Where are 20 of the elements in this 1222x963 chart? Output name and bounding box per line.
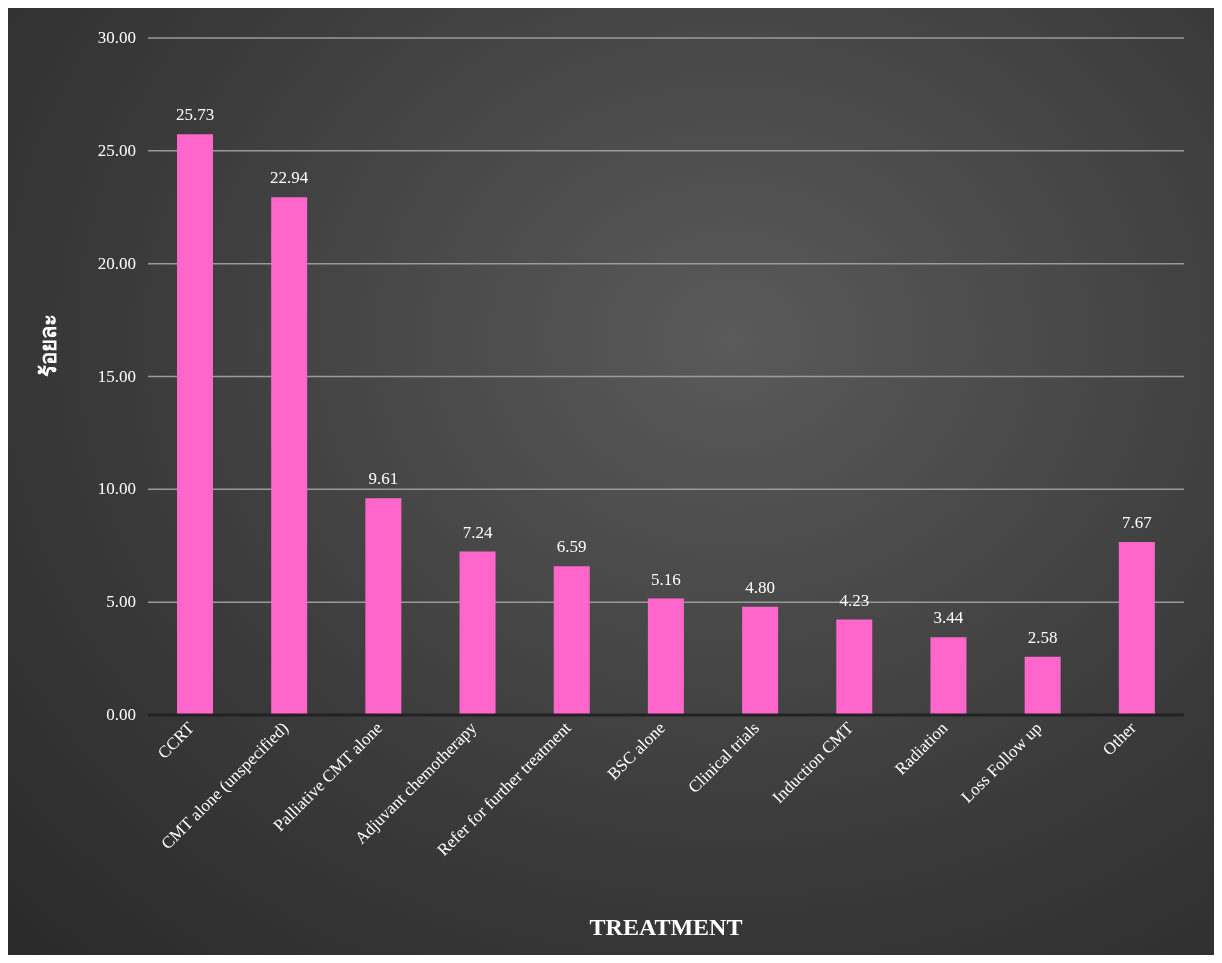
data-label: 25.73 — [175, 105, 215, 125]
data-label: 4.23 — [839, 590, 870, 610]
y-tick-label: 25.00 — [97, 140, 136, 160]
y-tick-label: 15.00 — [97, 366, 136, 386]
data-label: 7.67 — [1121, 512, 1153, 532]
data-label: 3.44 — [933, 608, 964, 628]
y-tick-label: 10.00 — [97, 479, 136, 499]
data-label: 22.94 — [270, 168, 309, 188]
y-tick-label: 5.00 — [106, 592, 136, 612]
y-tick-label: 20.00 — [97, 253, 136, 273]
data-label: 9.61 — [368, 469, 399, 489]
y-tick-label: 0.00 — [106, 705, 136, 724]
y-axis-title: ร้อยละ — [35, 313, 61, 377]
data-label: 5.16 — [651, 569, 681, 589]
data-label: 4.80 — [745, 577, 775, 597]
y-tick-label: 30.00 — [97, 28, 136, 47]
data-label: 6.59 — [556, 537, 587, 557]
x-axis-title: TREATMENT — [589, 914, 743, 940]
data-label: 2.58 — [1027, 627, 1058, 647]
data-label: 7.24 — [462, 522, 493, 542]
